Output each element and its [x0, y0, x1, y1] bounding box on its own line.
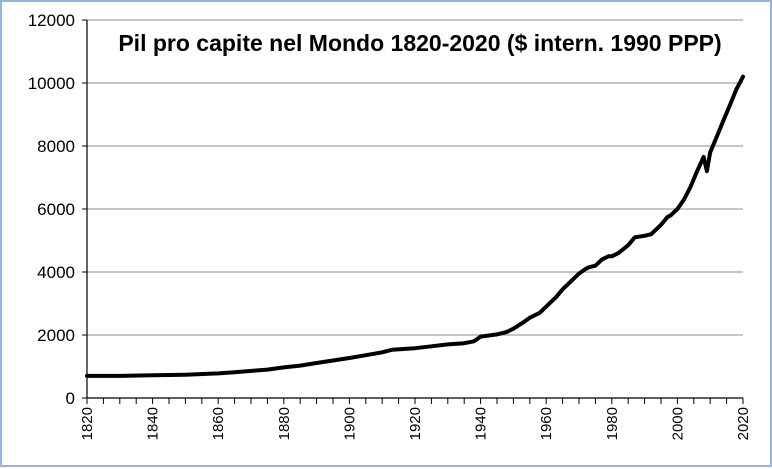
x-tick-label: 2020: [735, 407, 752, 440]
y-tick-label: 4000: [37, 263, 75, 282]
x-tick-label: 1960: [538, 407, 555, 440]
y-tick-label: 6000: [37, 200, 75, 219]
x-tick-label: 1920: [407, 407, 424, 440]
y-axis-ticks: 0 2000 4000 6000 8000 10000 12000: [28, 11, 87, 408]
y-tick-label: 0: [66, 389, 75, 408]
x-tick-label: 1900: [341, 407, 358, 440]
y-tick-label: 10000: [28, 74, 75, 93]
series-line: [85, 74, 745, 378]
x-tick-label: 1880: [276, 407, 293, 440]
y-tick-label: 12000: [28, 11, 75, 30]
y-tick-label: 8000: [37, 137, 75, 156]
x-tick-label: 1840: [145, 407, 162, 440]
x-tick-label: 1980: [604, 407, 621, 440]
x-tick-label: 1940: [473, 407, 490, 440]
axes: [86, 20, 743, 399]
x-tick-label: 1820: [79, 407, 96, 440]
x-tick-label: 1860: [210, 407, 227, 440]
chart-title: Pil pro capite nel Mondo 1820-2020 ($ in…: [118, 30, 721, 56]
gridlines: [87, 19, 743, 336]
x-axis-ticks: 1820 1840 1860 1880 1900 1920 1940 1960 1980 2000…: [79, 398, 752, 440]
y-tick-label: 2000: [37, 326, 75, 345]
x-tick-label: 2000: [669, 407, 686, 440]
